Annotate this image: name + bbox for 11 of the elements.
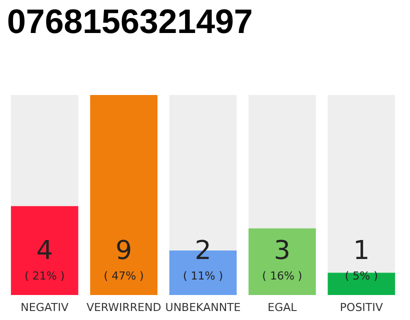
data-label: 9 ( 47% ): [104, 236, 144, 282]
data-label: 3 ( 16% ): [262, 236, 302, 282]
x-tick-label: UNBEKANNTE: [165, 301, 241, 314]
x-tick-label: POSITIV: [340, 301, 384, 314]
data-label: 4 ( 21% ): [24, 236, 65, 282]
chart-title: 0768156321497: [7, 3, 253, 41]
x-tick-label: VERWIRREND: [86, 301, 162, 314]
bar: [328, 272, 396, 295]
x-tick-label: NEGATIV: [20, 301, 69, 314]
x-tick-label: EGAL: [268, 301, 298, 314]
data-label: 1 ( 5% ): [344, 236, 378, 282]
